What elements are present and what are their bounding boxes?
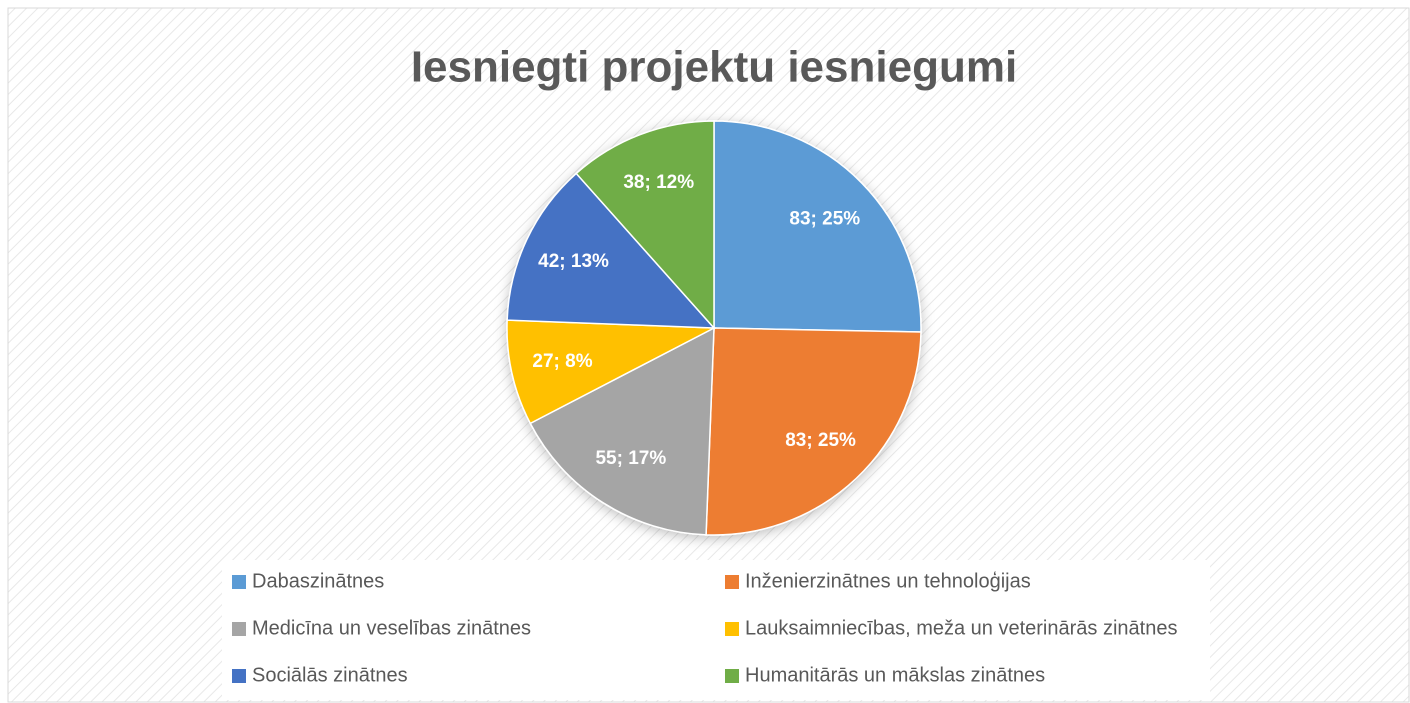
legend-label: Inženierzinātnes un tehnoloģijas: [745, 570, 1031, 592]
legend-swatch: [232, 622, 246, 636]
pie-slice: [713, 120, 922, 333]
pie-slice: [506, 319, 717, 425]
pie-slice: [506, 172, 716, 329]
pie: [506, 120, 922, 536]
legend-label: Humanitārās un mākslas zinātnes: [745, 664, 1045, 686]
data-label: 42; 13%: [538, 251, 609, 272]
legend-label: Sociālās zinātnes: [252, 664, 408, 686]
legend-swatch: [725, 575, 739, 589]
pie-slice: [705, 327, 922, 536]
legend-box: [222, 560, 1210, 700]
data-label: 83; 25%: [789, 208, 860, 229]
legend-label: Lauksaimniecības, meža un veterinārās zi…: [745, 617, 1177, 639]
data-label: 27; 8%: [532, 351, 592, 372]
legend-label: Dabaszinātnes: [252, 570, 384, 592]
pie-slice: [529, 326, 715, 536]
legend-swatch: [232, 669, 246, 683]
legend-swatch: [725, 622, 739, 636]
chart-title: Iesniegti projektu iesniegumi: [411, 43, 1017, 92]
data-label: 38; 12%: [623, 172, 694, 193]
data-label: 55; 17%: [595, 448, 666, 469]
legend-label: Medicīna un veselības zinātnes: [252, 617, 531, 639]
pie-slice: [575, 120, 715, 330]
legend-swatch: [232, 575, 246, 589]
legend-swatch: [725, 669, 739, 683]
data-label: 83; 25%: [785, 430, 856, 451]
